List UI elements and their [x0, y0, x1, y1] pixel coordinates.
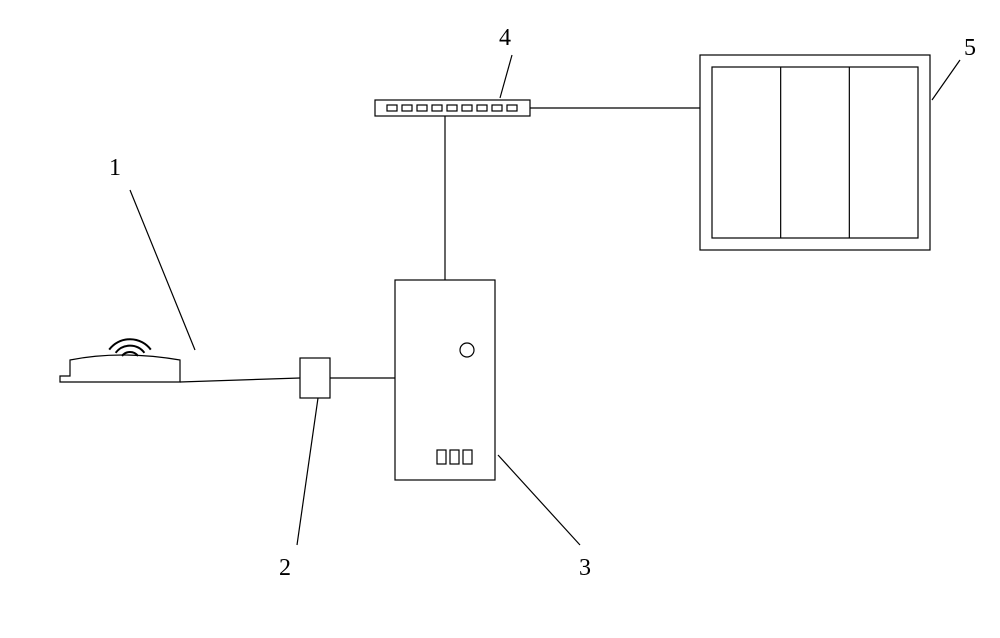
callout-label-1: 1: [109, 155, 121, 181]
wireless-device: [60, 355, 180, 382]
callout-label-3: 3: [579, 555, 591, 581]
leader-line: [932, 60, 960, 100]
power-led-icon: [460, 343, 474, 357]
vent-slot: [450, 450, 459, 464]
leader-line: [130, 190, 195, 350]
switch-port: [447, 105, 457, 111]
callout-label-5: 5: [964, 35, 976, 61]
switch-port: [432, 105, 442, 111]
switch-port: [477, 105, 487, 111]
switch-port: [402, 105, 412, 111]
switch-port: [387, 105, 397, 111]
callout-label-4: 4: [499, 25, 511, 51]
server-rack-inner: [712, 67, 918, 238]
vent-slot: [463, 450, 472, 464]
leader-line: [498, 455, 580, 545]
module-box: [300, 358, 330, 398]
leader-line: [297, 398, 318, 545]
server-rack-outer: [700, 55, 930, 250]
switch-port: [417, 105, 427, 111]
leader-line: [500, 55, 512, 98]
wifi-arc-icon: [109, 339, 151, 349]
switch-port: [462, 105, 472, 111]
callout-label-2: 2: [279, 555, 291, 581]
switch-port: [507, 105, 517, 111]
switch-port: [492, 105, 502, 111]
vent-slot: [437, 450, 446, 464]
connection-line: [180, 378, 300, 382]
